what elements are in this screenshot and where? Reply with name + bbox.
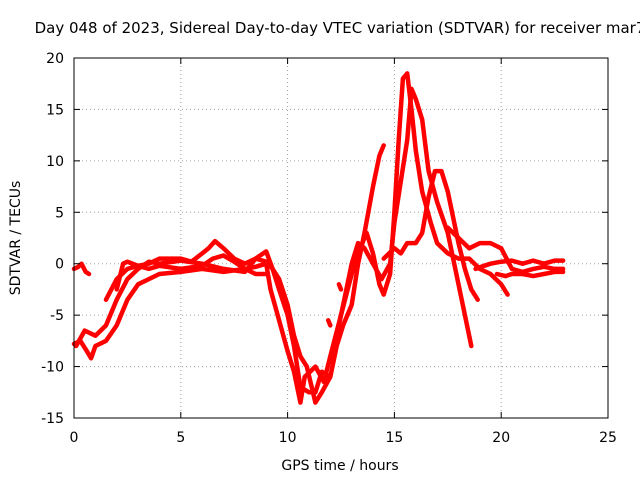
series-trace-12: [325, 318, 333, 328]
y-tick-label: 15: [46, 102, 64, 118]
x-tick-label: 5: [176, 430, 185, 446]
x-tick-label: 10: [279, 430, 297, 446]
series-trace-4: [114, 238, 333, 405]
series-trace-9: [473, 258, 566, 272]
axis-ticks: 0 5 10 15 20 25 -15 -10 -5 0 5 10 15 20: [41, 51, 617, 446]
x-axis-label: GPS time / hours: [281, 458, 398, 474]
y-tick-label: 20: [46, 51, 64, 67]
series-trace-3: [73, 143, 386, 395]
chart-title: Day 048 of 2023, Sidereal Day-to-day VTE…: [35, 19, 640, 37]
y-tick-label: 0: [55, 257, 64, 273]
series-trace-7: [381, 168, 480, 302]
series-trace-6: [328, 86, 474, 364]
y-tick-label: -10: [41, 360, 64, 376]
y-tick-label: 5: [55, 205, 64, 221]
x-tick-label: 25: [599, 430, 617, 446]
x-tick-label: 20: [492, 430, 510, 446]
series-trace-11: [336, 282, 344, 292]
series-trace-1: [71, 261, 92, 277]
grid-lines: [74, 58, 608, 418]
y-axis-label: SDTVAR / TECUs: [8, 181, 24, 296]
x-tick-label: 0: [70, 430, 79, 446]
y-tick-label: -5: [50, 308, 64, 324]
y-tick-label: 10: [46, 154, 64, 170]
y-tick-label: -15: [41, 411, 64, 427]
series-trace-8: [445, 225, 566, 275]
series-trace-2: [71, 71, 510, 405]
series-trace-5: [103, 253, 269, 302]
x-tick-label: 15: [385, 430, 403, 446]
series-trace-10: [494, 269, 566, 279]
plot-frame: [73, 57, 609, 419]
data-traces: [71, 71, 566, 405]
